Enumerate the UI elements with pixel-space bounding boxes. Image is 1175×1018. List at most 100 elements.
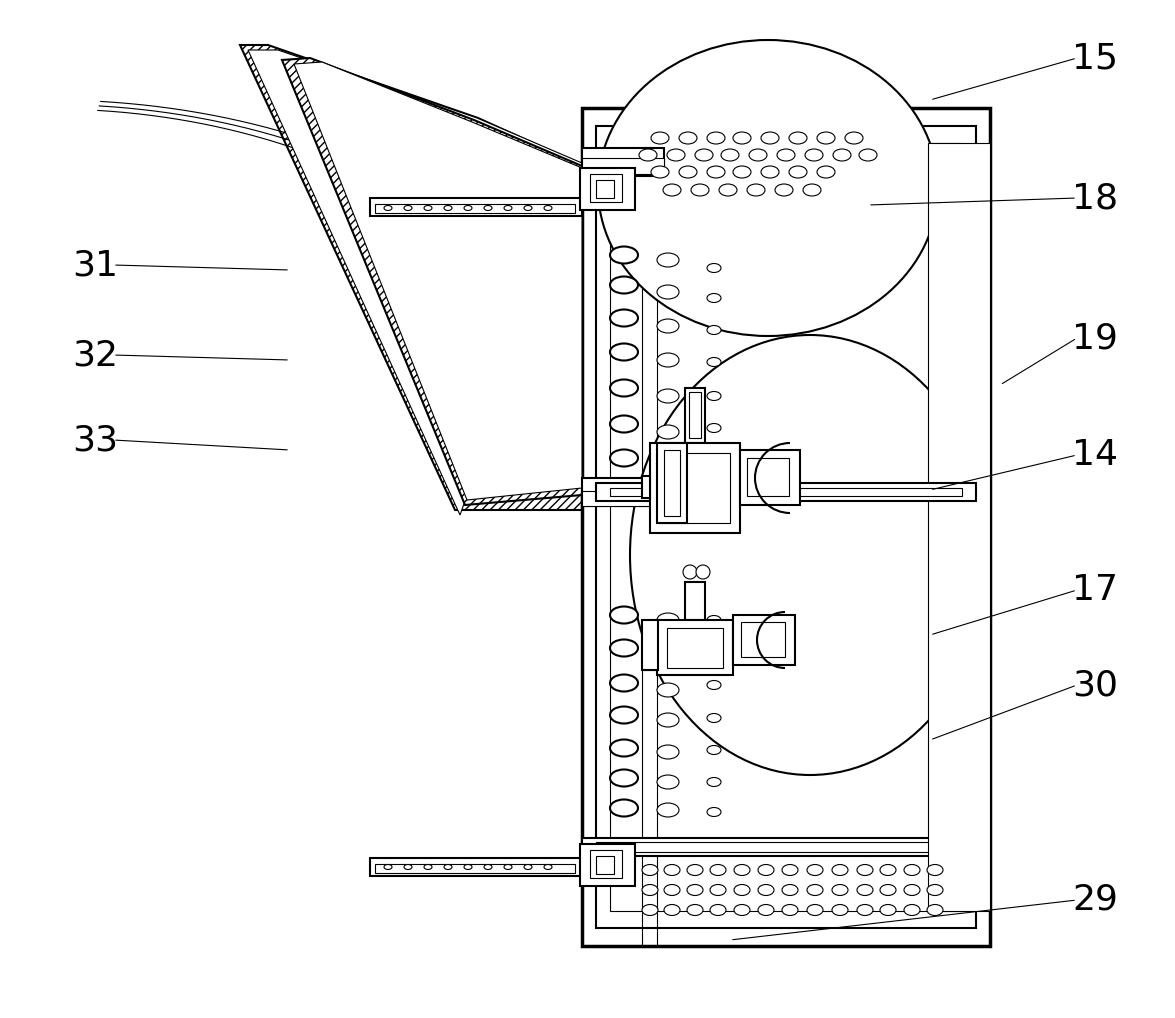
Ellipse shape xyxy=(817,166,835,178)
Ellipse shape xyxy=(707,714,721,723)
Ellipse shape xyxy=(707,392,721,400)
Ellipse shape xyxy=(748,149,767,161)
Ellipse shape xyxy=(691,184,709,196)
Ellipse shape xyxy=(707,457,721,466)
Ellipse shape xyxy=(657,745,679,759)
Bar xyxy=(689,392,701,438)
Ellipse shape xyxy=(783,864,798,875)
Bar xyxy=(596,483,976,501)
Ellipse shape xyxy=(904,905,920,915)
Bar xyxy=(596,842,976,852)
Ellipse shape xyxy=(642,885,658,896)
Ellipse shape xyxy=(544,864,552,869)
Ellipse shape xyxy=(833,149,851,161)
Ellipse shape xyxy=(657,253,679,267)
Ellipse shape xyxy=(747,184,765,196)
Ellipse shape xyxy=(707,807,721,816)
Ellipse shape xyxy=(857,864,873,875)
Ellipse shape xyxy=(777,149,795,161)
Text: 30: 30 xyxy=(1072,668,1117,702)
Ellipse shape xyxy=(694,149,713,161)
Ellipse shape xyxy=(404,864,412,869)
Ellipse shape xyxy=(657,353,679,367)
Ellipse shape xyxy=(807,885,822,896)
Ellipse shape xyxy=(657,389,679,403)
Ellipse shape xyxy=(642,905,658,915)
Bar xyxy=(741,622,785,657)
Bar xyxy=(610,143,962,911)
Bar xyxy=(657,620,733,675)
Ellipse shape xyxy=(642,864,658,875)
Bar xyxy=(596,180,615,197)
Ellipse shape xyxy=(710,905,726,915)
Bar xyxy=(664,450,680,516)
Ellipse shape xyxy=(610,770,638,787)
Ellipse shape xyxy=(734,864,750,875)
Bar xyxy=(685,582,705,620)
Ellipse shape xyxy=(384,206,392,211)
Ellipse shape xyxy=(657,803,679,817)
Ellipse shape xyxy=(657,425,679,439)
Text: 32: 32 xyxy=(72,338,118,372)
Ellipse shape xyxy=(707,132,725,144)
Ellipse shape xyxy=(484,864,492,869)
Bar xyxy=(657,443,687,523)
Ellipse shape xyxy=(707,423,721,433)
Bar xyxy=(582,108,991,946)
Bar xyxy=(590,850,622,878)
Circle shape xyxy=(696,565,710,579)
Ellipse shape xyxy=(404,206,412,211)
Ellipse shape xyxy=(734,905,750,915)
Ellipse shape xyxy=(424,206,432,211)
Ellipse shape xyxy=(657,613,679,627)
Ellipse shape xyxy=(664,885,680,896)
Ellipse shape xyxy=(832,885,848,896)
Ellipse shape xyxy=(807,905,822,915)
Ellipse shape xyxy=(610,607,638,623)
Ellipse shape xyxy=(679,132,697,144)
Bar xyxy=(928,143,991,911)
Ellipse shape xyxy=(651,132,669,144)
Ellipse shape xyxy=(788,132,807,144)
Ellipse shape xyxy=(859,149,877,161)
Bar xyxy=(370,197,582,216)
Text: 19: 19 xyxy=(1072,321,1117,355)
Bar xyxy=(370,858,582,876)
Text: 31: 31 xyxy=(72,248,118,282)
Ellipse shape xyxy=(927,885,944,896)
Polygon shape xyxy=(294,62,582,500)
Ellipse shape xyxy=(657,713,679,727)
Bar xyxy=(610,488,962,496)
Text: 17: 17 xyxy=(1072,573,1117,607)
Ellipse shape xyxy=(832,905,848,915)
Ellipse shape xyxy=(719,184,737,196)
Ellipse shape xyxy=(880,864,897,875)
Ellipse shape xyxy=(464,206,472,211)
Ellipse shape xyxy=(657,775,679,789)
Ellipse shape xyxy=(610,246,638,264)
Ellipse shape xyxy=(707,166,725,178)
Bar xyxy=(582,838,991,856)
Ellipse shape xyxy=(783,905,798,915)
Ellipse shape xyxy=(721,149,739,161)
Ellipse shape xyxy=(880,885,897,896)
Ellipse shape xyxy=(664,905,680,915)
Ellipse shape xyxy=(788,166,807,178)
Bar xyxy=(580,844,635,886)
Ellipse shape xyxy=(707,778,721,787)
Ellipse shape xyxy=(610,739,638,756)
Ellipse shape xyxy=(707,616,721,624)
Ellipse shape xyxy=(707,293,721,302)
Ellipse shape xyxy=(667,149,685,161)
Ellipse shape xyxy=(783,885,798,896)
Ellipse shape xyxy=(610,277,638,293)
Ellipse shape xyxy=(504,864,512,869)
Ellipse shape xyxy=(444,864,452,869)
Ellipse shape xyxy=(464,864,472,869)
Ellipse shape xyxy=(444,206,452,211)
Text: 33: 33 xyxy=(72,423,118,457)
Bar xyxy=(733,615,795,665)
Ellipse shape xyxy=(707,264,721,273)
Ellipse shape xyxy=(687,905,703,915)
Ellipse shape xyxy=(610,639,638,657)
